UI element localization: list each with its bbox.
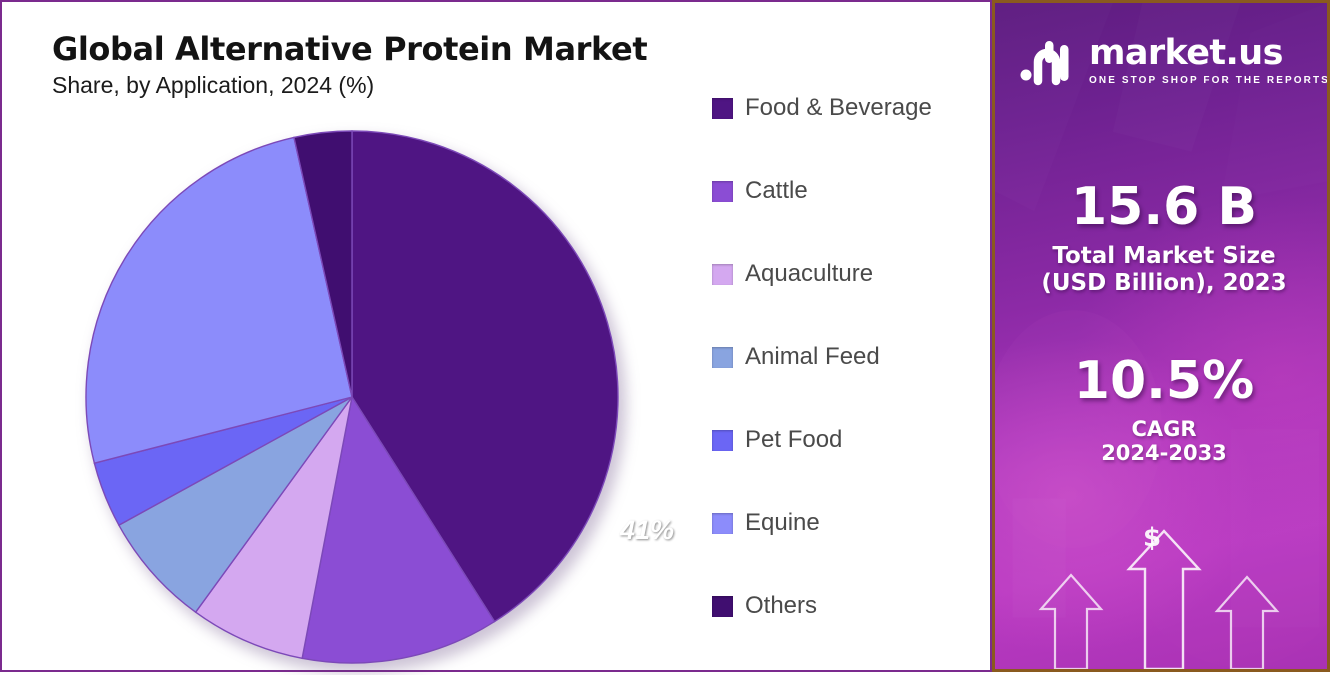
pie-slice[interactable] xyxy=(85,136,353,465)
legend-item-label: Pet Food xyxy=(745,426,843,453)
legend-swatch-aquaculture xyxy=(712,263,733,285)
legend-item[interactable]: Aquaculture xyxy=(712,260,982,288)
pie-slice[interactable] xyxy=(351,130,619,623)
legend-swatch-others xyxy=(712,595,733,617)
legend-item-label: Cattle xyxy=(745,177,808,204)
brand-name: market.us xyxy=(1089,33,1283,73)
legend-swatch-food-beverage xyxy=(712,97,733,119)
legend-item[interactable]: Cattle xyxy=(712,177,982,205)
pie-slice[interactable] xyxy=(293,130,353,398)
legend-swatch-equine xyxy=(712,512,733,534)
legend-item-label: Others xyxy=(745,592,818,619)
cagr-caption: CAGR 2024-2033 xyxy=(995,417,1327,466)
pie-slice[interactable] xyxy=(117,396,353,614)
cagr-caption-line2: 2024-2033 xyxy=(1101,441,1227,466)
market-size-caption-line1: Total Market Size xyxy=(1052,243,1276,269)
brand-tagline: ONE STOP SHOP FOR THE REPORTS xyxy=(1089,75,1330,86)
legend-item-label: Animal Feed xyxy=(745,343,880,370)
chart-panel: Global Alternative Protein Market Share,… xyxy=(0,0,992,675)
legend-item-label: Equine xyxy=(745,509,820,536)
chart-legend: Food & Beverage Cattle Aquaculture Animal F… xyxy=(712,94,982,675)
market-size-value: 15.6 B xyxy=(1070,177,1258,237)
market-size-caption: Total Market Size (USD Billion), 2023 xyxy=(995,243,1327,296)
legend-item[interactable]: Equine xyxy=(712,509,982,537)
chart-subtitle: Share, by Application, 2024 (%) xyxy=(52,71,375,98)
market-size-caption-line2: (USD Billion), 2023 xyxy=(1041,269,1287,296)
brand-logo-text: market.us ONE STOP SHOP FOR THE REPORTS xyxy=(1089,33,1330,87)
cagr-value: 10.5% xyxy=(1073,351,1255,411)
growth-arrows-icon xyxy=(1038,529,1280,669)
legend-item[interactable]: Others xyxy=(712,592,982,620)
legend-item-label: Aquaculture xyxy=(745,260,874,287)
brand-panel: market.us ONE STOP SHOP FOR THE REPORTS … xyxy=(992,0,1330,672)
pie-slice[interactable] xyxy=(194,396,353,660)
pie-svg xyxy=(85,130,619,664)
pie-slice[interactable] xyxy=(301,395,496,664)
legend-item-label: Food & Beverage xyxy=(745,94,932,121)
legend-item[interactable]: Pet Food xyxy=(712,426,982,454)
cagr-caption-line1: CAGR xyxy=(1131,417,1197,441)
chart-heading-group: Global Alternative Protein Market Share,… xyxy=(52,30,648,99)
legend-swatch-pet-food xyxy=(712,429,733,451)
legend-swatch-animal-feed xyxy=(712,346,733,368)
pie-chart: 41% xyxy=(84,129,674,673)
page-title: Global Alternative Protein Market xyxy=(52,30,648,68)
cagr-stat: 10.5% CAGR 2024-2033 xyxy=(995,351,1327,466)
legend-swatch-cattle xyxy=(712,180,733,202)
legend-item[interactable]: Food & Beverage xyxy=(712,94,982,122)
brand-logo: market.us ONE STOP SHOP FOR THE REPORTS xyxy=(1019,33,1330,87)
legend-item[interactable]: Animal Feed xyxy=(712,343,982,371)
market-us-logo-icon xyxy=(1020,41,1069,86)
pie-slice-label-food-beverage: 41% xyxy=(620,515,675,545)
background-texture xyxy=(995,310,1327,667)
dollar-symbol: $ xyxy=(1143,523,1162,553)
market-size-stat: 15.6 B Total Market Size (USD Billion), … xyxy=(995,177,1327,296)
